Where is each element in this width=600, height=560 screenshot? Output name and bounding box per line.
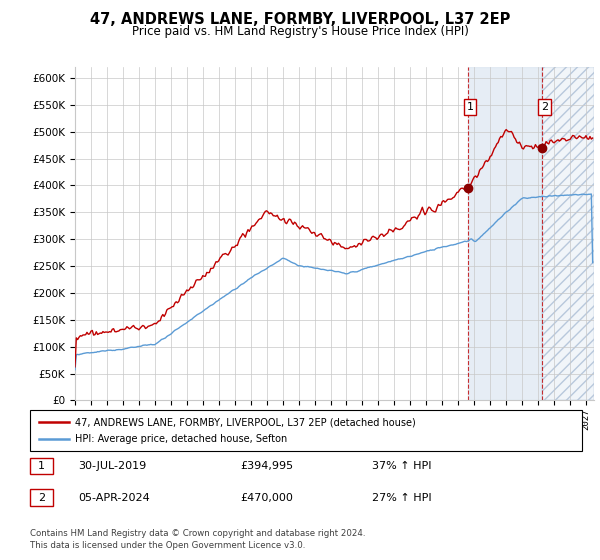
Text: £470,000: £470,000 — [240, 493, 293, 503]
Text: 30-JUL-2019: 30-JUL-2019 — [78, 461, 146, 471]
Text: 47, ANDREWS LANE, FORMBY, LIVERPOOL, L37 2EP: 47, ANDREWS LANE, FORMBY, LIVERPOOL, L37… — [90, 12, 510, 27]
Text: Contains HM Land Registry data © Crown copyright and database right 2024.
This d: Contains HM Land Registry data © Crown c… — [30, 529, 365, 550]
Text: 1: 1 — [466, 102, 473, 112]
Text: £394,995: £394,995 — [240, 461, 293, 471]
Text: 2: 2 — [541, 102, 548, 112]
Bar — [542, 67, 594, 400]
Bar — [542, 67, 594, 400]
Text: 47, ANDREWS LANE, FORMBY, LIVERPOOL, L37 2EP (detached house): 47, ANDREWS LANE, FORMBY, LIVERPOOL, L37… — [75, 417, 416, 427]
Text: 2: 2 — [38, 493, 45, 503]
Text: 27% ↑ HPI: 27% ↑ HPI — [372, 493, 431, 503]
Text: Price paid vs. HM Land Registry's House Price Index (HPI): Price paid vs. HM Land Registry's House … — [131, 25, 469, 38]
Bar — [467, 67, 542, 400]
Text: HPI: Average price, detached house, Sefton: HPI: Average price, detached house, Seft… — [75, 435, 287, 444]
Text: 1: 1 — [38, 461, 45, 471]
Text: 37% ↑ HPI: 37% ↑ HPI — [372, 461, 431, 471]
Text: 05-APR-2024: 05-APR-2024 — [78, 493, 150, 503]
